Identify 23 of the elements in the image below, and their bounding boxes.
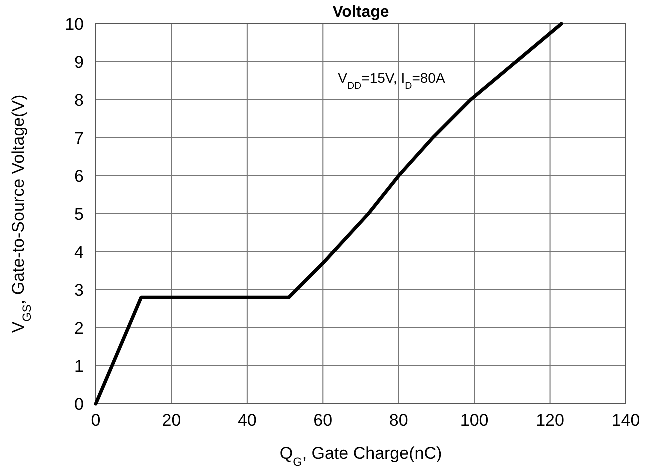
x-tick-label: 0 <box>91 411 101 430</box>
y-tick-label: 6 <box>74 166 84 186</box>
y-tick-label: 0 <box>74 394 84 414</box>
x-tick-label: 100 <box>460 411 489 430</box>
x-tick-label: 120 <box>536 411 564 430</box>
y-tick-label: 7 <box>74 128 84 148</box>
x-tick-label: 80 <box>389 411 408 430</box>
y-tick-label: 10 <box>65 14 84 34</box>
y-tick-label: 4 <box>74 242 84 262</box>
x-tick-label: 20 <box>162 411 182 430</box>
y-tick-label: 1 <box>74 356 84 376</box>
y-tick-label: 2 <box>74 318 84 338</box>
y-tick-label: 5 <box>74 204 84 224</box>
annotation: V$_{DD}$=15V, I$_{D}$=80A <box>338 70 446 92</box>
x-tick-label: 140 <box>612 411 640 430</box>
y-tick-label: 9 <box>74 52 84 72</box>
x-tick-label: 60 <box>314 411 333 430</box>
line-series <box>94 22 564 406</box>
x-tick-label: 40 <box>238 411 257 430</box>
y-tick-label: 8 <box>74 90 84 110</box>
x-axis-title: Q$_{G}$, Gate Charge(nC) <box>280 444 442 469</box>
y-tick-label: 3 <box>74 280 84 300</box>
chart-title: Voltage <box>332 4 390 21</box>
